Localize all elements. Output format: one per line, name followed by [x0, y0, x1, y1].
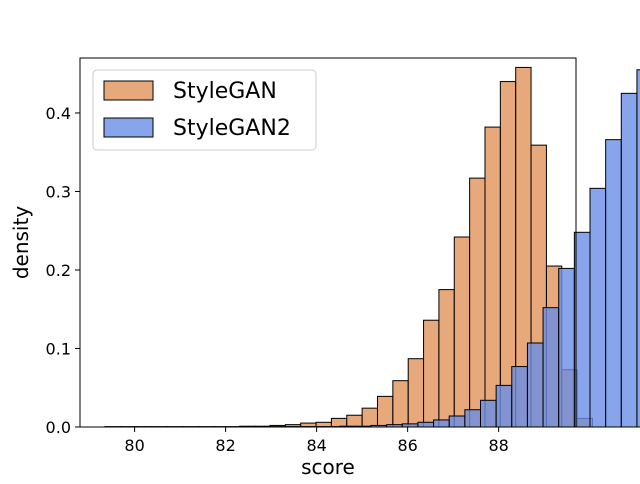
histogram-bar-stylegan: [362, 408, 377, 427]
histogram-bar-stylegan: [331, 418, 346, 427]
legend-swatch-stylegan: [104, 81, 153, 100]
histogram-bar-stylegan2: [606, 140, 622, 427]
histogram-bar-stylegan: [347, 415, 362, 427]
histogram-bar-stylegan2: [480, 400, 496, 427]
y-tick-label: 0.1: [46, 339, 71, 358]
histogram-bar-stylegan2: [449, 416, 465, 427]
legend-label-stylegan2: StyleGAN2: [173, 116, 291, 141]
histogram-bar-stylegan: [470, 178, 485, 427]
histogram-bar-stylegan2: [527, 343, 543, 427]
histogram-bar-stylegan2: [543, 308, 559, 427]
x-tick-label: 88: [488, 436, 508, 455]
y-tick-label: 0.4: [46, 104, 71, 123]
histogram-bar-stylegan: [439, 290, 454, 427]
histogram-bar-stylegan2: [496, 385, 512, 427]
histogram-bar-stylegan2: [590, 188, 606, 427]
histogram-bar-stylegan: [408, 359, 423, 427]
histogram-bar-stylegan2: [512, 367, 528, 427]
histogram-bar-stylegan: [485, 127, 500, 427]
histogram-bar-stylegan: [424, 320, 439, 427]
histogram-bar-stylegan2: [465, 410, 481, 427]
x-axis: 80 82 84 86 88: [124, 427, 508, 455]
histogram-bar-stylegan2: [574, 232, 590, 427]
y-tick-label: 0.0: [46, 418, 71, 437]
histogram-bar-stylegan2: [559, 268, 575, 427]
histogram-bar-stylegan: [377, 396, 392, 427]
y-tick-label: 0.3: [46, 182, 71, 201]
x-axis-label: score: [301, 455, 355, 479]
histogram-bar-stylegan: [393, 381, 408, 427]
histogram-bar-stylegan2: [621, 93, 637, 427]
y-axis: 0.0 0.1 0.2 0.3 0.4: [46, 104, 80, 437]
x-tick-label: 84: [306, 436, 326, 455]
histogram-bar-stylegan2: [418, 422, 434, 427]
y-tick-label: 0.2: [46, 261, 71, 280]
x-tick-label: 82: [215, 436, 235, 455]
histogram-bar-stylegan2: [434, 420, 450, 427]
y-axis-label: density: [9, 206, 33, 279]
x-tick-label: 80: [124, 436, 144, 455]
legend-swatch-stylegan2: [104, 118, 153, 137]
x-tick-label: 86: [397, 436, 417, 455]
histogram-bar-stylegan: [454, 237, 469, 427]
legend-label-stylegan: StyleGAN: [173, 79, 277, 104]
legend: StyleGAN StyleGAN2: [93, 70, 316, 150]
